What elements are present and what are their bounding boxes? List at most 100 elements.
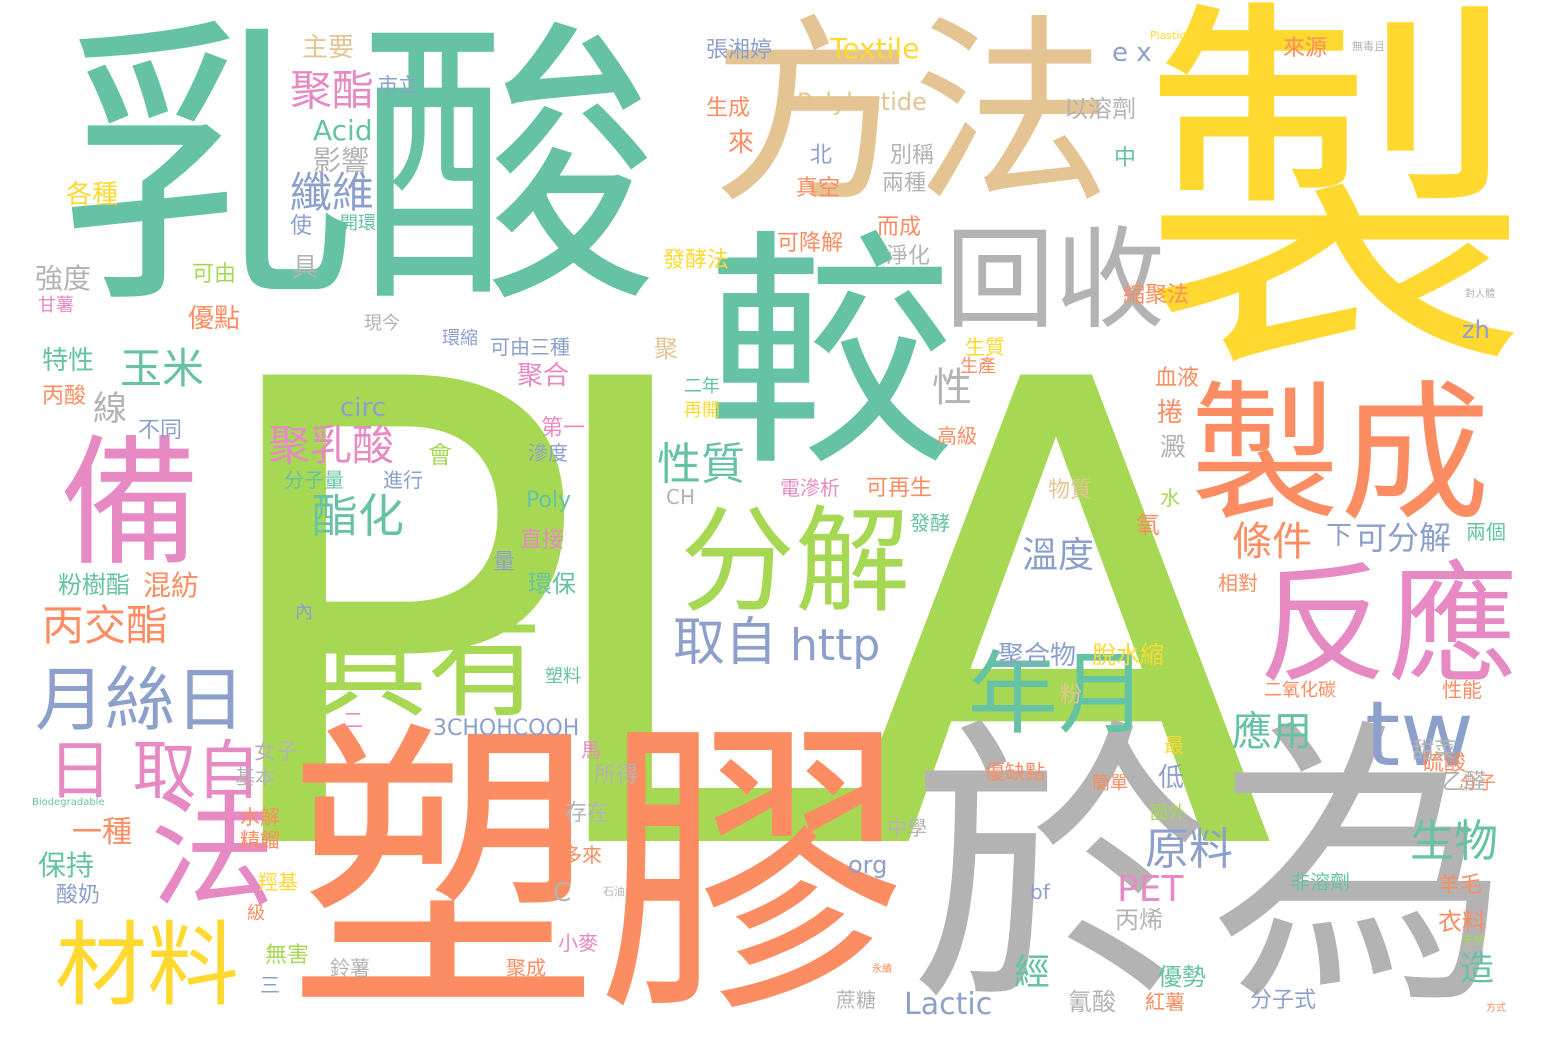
word-juzhi: 聚酯 [290, 66, 375, 115]
word-shui: 水 [1160, 486, 1180, 510]
word-fenziliang: 分子量 [284, 468, 344, 492]
word-hunfang: 混紡 [143, 569, 200, 602]
word-yuesiri: 月絲日 [35, 659, 245, 741]
word-zhong: 中 [1114, 146, 1137, 171]
word-3chohcooh: 3CHOHCOOH [433, 716, 580, 741]
word-wuzhi: 物質 [1048, 478, 1093, 503]
word-diyi: 第一 [541, 416, 586, 441]
word-texing: 特性 [42, 346, 95, 376]
word-bingjiaozhi: 丙交酯 [42, 601, 169, 650]
word-tiancai: 甜菜 [1412, 739, 1457, 764]
word-shengcheng: 生成 [706, 96, 751, 121]
word-xingneng: 性能 [1442, 678, 1482, 702]
word-suliao-plastic: 塑料 [545, 666, 581, 687]
word-guowai: 國外 [1150, 803, 1186, 824]
word-qiangdu: 強度 [35, 262, 92, 295]
word-plastics: Plastics [1150, 29, 1192, 42]
word-yirongji: 以溶劑 [1064, 95, 1136, 123]
word-juan: 捲 [1157, 398, 1184, 428]
word-shili: 市立 [378, 73, 418, 97]
word-feirongji: 非溶劑 [1290, 870, 1350, 894]
word-shiyou: 石油 [603, 885, 625, 898]
word-shendu: 滲度 [528, 441, 568, 465]
word-zao: 造 [1460, 949, 1494, 989]
word-yuwei: 於為 [910, 695, 1510, 1044]
word-kezaisheng: 可再生 [866, 476, 933, 501]
word-zhicheng: 製成 [1190, 368, 1491, 542]
word-biecheng: 別稱 [890, 143, 935, 168]
word-suliao: 塑膠 [288, 694, 908, 1052]
word-zhuyao: 主要 [302, 33, 355, 63]
word-fangfa: 方法 [712, 0, 1113, 231]
word-bf: bf [1030, 880, 1050, 904]
word-zhangxiangting: 張湘婷 [706, 38, 773, 63]
word-bingxi: 丙烯 [1115, 906, 1163, 934]
word-youdian: 優點 [188, 304, 241, 334]
word-liusuan: 硫酸 [1422, 751, 1467, 776]
word-yumi: 玉米 [120, 344, 205, 393]
word-zhongxue: 中學 [887, 816, 927, 840]
word-ch: CH [666, 485, 696, 509]
word-bingsuan: 丙酸 [42, 384, 87, 409]
word-fangshi: 方式 [1486, 1003, 1506, 1014]
word-cailiao: 材料 [55, 912, 240, 1019]
word-nianyue: 年月 [968, 642, 1148, 747]
word-org: org [848, 851, 888, 879]
word-xueye: 血液 [1155, 366, 1200, 391]
word-qiangji: 羥基 [258, 870, 298, 894]
word-er: 二 [343, 708, 363, 732]
word-rusuan: 乳酸 [58, 0, 658, 344]
word-yingyong: 應用 [1232, 709, 1312, 755]
word-http: http [790, 620, 881, 671]
word-fenzi: 分子 [1460, 773, 1496, 794]
word-jinghua: 淨化 [886, 244, 931, 269]
word-nvzi: 女子 [254, 740, 299, 765]
word-yongxu: 永續 [872, 964, 892, 975]
word-jingliu: 精餾 [240, 828, 280, 852]
word-youquedian: 優缺點 [985, 760, 1045, 784]
word-ju-tool: 具 [292, 253, 319, 283]
word-poly: Poly [526, 488, 572, 513]
word-fa: 法 [150, 780, 275, 925]
word-fajiaofa: 發酵法 [663, 248, 730, 273]
word-zhihua: 酯化 [312, 489, 404, 543]
word-di: 低 [1158, 763, 1185, 793]
word-fenjie: 分解 [680, 495, 911, 629]
word-zhenkong: 真空 [796, 176, 841, 201]
word-qingsuan: 氰酸 [1068, 988, 1116, 1016]
word-keyou: 可由 [192, 262, 237, 287]
word-zhijie: 直接 [520, 528, 565, 553]
word-shi: 使 [290, 214, 313, 239]
word-eryanghuatan: 二氧化碳 [1264, 680, 1336, 701]
word-ex: e x [1112, 38, 1152, 68]
word-cunzai: 存在 [565, 801, 610, 826]
word-yang: 氧 [1136, 511, 1160, 539]
word-hui: 會 [428, 441, 452, 469]
word-liangzhong: 兩種 [882, 171, 927, 196]
word-shengzhi: 生質 [965, 335, 1005, 359]
word-riquzi: 日 取自 [48, 735, 261, 809]
word-duirenti: 對人體 [1465, 289, 1495, 300]
word-kejiangjie: 可降解 [777, 231, 844, 256]
word-bei-north: 北 [810, 143, 833, 168]
word-fajiao: 發酵 [910, 511, 950, 535]
word-shengchan: 生產 [960, 356, 996, 377]
word-kefenjie: 可分解 [1355, 519, 1452, 557]
word-duolai: 多來 [562, 843, 602, 867]
word-juhe: 聚合 [517, 361, 570, 391]
word-ernian: 二年 [684, 376, 720, 397]
word-gaoji: 高級 [937, 424, 977, 448]
word-zhi: 製 [1140, 0, 1530, 422]
word-suojufa: 縮聚法 [1123, 283, 1190, 308]
word-juhewu: 聚合物 [998, 641, 1077, 671]
word-c: C [553, 878, 572, 908]
word-pet: PET [1117, 869, 1184, 910]
word-keyousanzhong: 可由三種 [490, 335, 570, 359]
word-pla: PLA [200, 247, 1275, 992]
word-yuanliao: 原料 [1145, 824, 1233, 875]
word-liang: 量 [493, 550, 516, 575]
word-fenzishi: 分子式 [1250, 988, 1317, 1013]
word-tianran: 天然 [1462, 934, 1484, 947]
word-nei: 內 [295, 602, 313, 623]
